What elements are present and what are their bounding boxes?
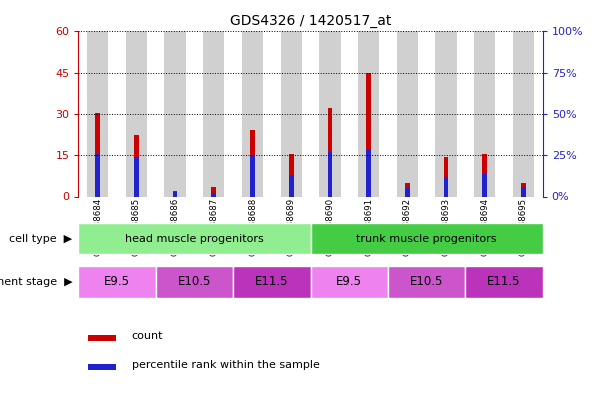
Bar bbox=[435, 31, 456, 196]
Bar bbox=[156, 266, 233, 298]
Bar bbox=[212, 187, 216, 196]
Bar bbox=[444, 177, 448, 196]
Bar bbox=[134, 134, 139, 196]
Bar bbox=[466, 266, 543, 298]
Bar bbox=[78, 223, 311, 254]
Bar bbox=[388, 266, 466, 298]
Bar bbox=[289, 154, 294, 196]
Bar bbox=[366, 73, 371, 196]
Text: head muscle progenitors: head muscle progenitors bbox=[125, 234, 264, 244]
Bar bbox=[250, 130, 255, 196]
Bar bbox=[242, 31, 263, 196]
Bar bbox=[474, 31, 495, 196]
Text: cell type  ▶: cell type ▶ bbox=[9, 234, 72, 244]
Text: percentile rank within the sample: percentile rank within the sample bbox=[132, 360, 320, 370]
Bar bbox=[203, 31, 224, 196]
Bar bbox=[95, 112, 100, 196]
Bar bbox=[87, 364, 116, 370]
Bar bbox=[444, 156, 448, 196]
Text: E10.5: E10.5 bbox=[178, 275, 211, 288]
Bar bbox=[405, 188, 409, 196]
Text: count: count bbox=[132, 331, 163, 342]
Bar bbox=[250, 156, 255, 196]
Bar bbox=[280, 31, 302, 196]
Bar bbox=[173, 192, 177, 196]
Bar bbox=[173, 191, 177, 196]
Text: development stage  ▶: development stage ▶ bbox=[0, 277, 72, 287]
Bar bbox=[319, 31, 341, 196]
Bar bbox=[311, 266, 388, 298]
Bar bbox=[126, 31, 147, 196]
Bar bbox=[87, 335, 116, 341]
Bar bbox=[482, 174, 487, 196]
Bar bbox=[78, 266, 156, 298]
Bar bbox=[327, 108, 332, 196]
Text: trunk muscle progenitors: trunk muscle progenitors bbox=[356, 234, 497, 244]
Bar bbox=[311, 223, 543, 254]
Title: GDS4326 / 1420517_at: GDS4326 / 1420517_at bbox=[230, 14, 391, 28]
Bar bbox=[405, 183, 409, 196]
Text: E11.5: E11.5 bbox=[255, 275, 289, 288]
Text: E9.5: E9.5 bbox=[336, 275, 362, 288]
Bar bbox=[366, 150, 371, 196]
Text: E10.5: E10.5 bbox=[410, 275, 443, 288]
Bar bbox=[212, 193, 216, 196]
Bar bbox=[233, 266, 311, 298]
Text: E9.5: E9.5 bbox=[104, 275, 130, 288]
Bar bbox=[397, 31, 418, 196]
Bar bbox=[482, 154, 487, 196]
Bar bbox=[87, 31, 109, 196]
Bar bbox=[521, 187, 526, 196]
Bar bbox=[289, 175, 294, 196]
Bar bbox=[134, 157, 139, 196]
Bar bbox=[358, 31, 379, 196]
Bar bbox=[513, 31, 534, 196]
Bar bbox=[521, 183, 526, 196]
Bar bbox=[165, 31, 186, 196]
Text: E11.5: E11.5 bbox=[487, 275, 521, 288]
Bar bbox=[95, 154, 100, 196]
Bar bbox=[327, 152, 332, 196]
